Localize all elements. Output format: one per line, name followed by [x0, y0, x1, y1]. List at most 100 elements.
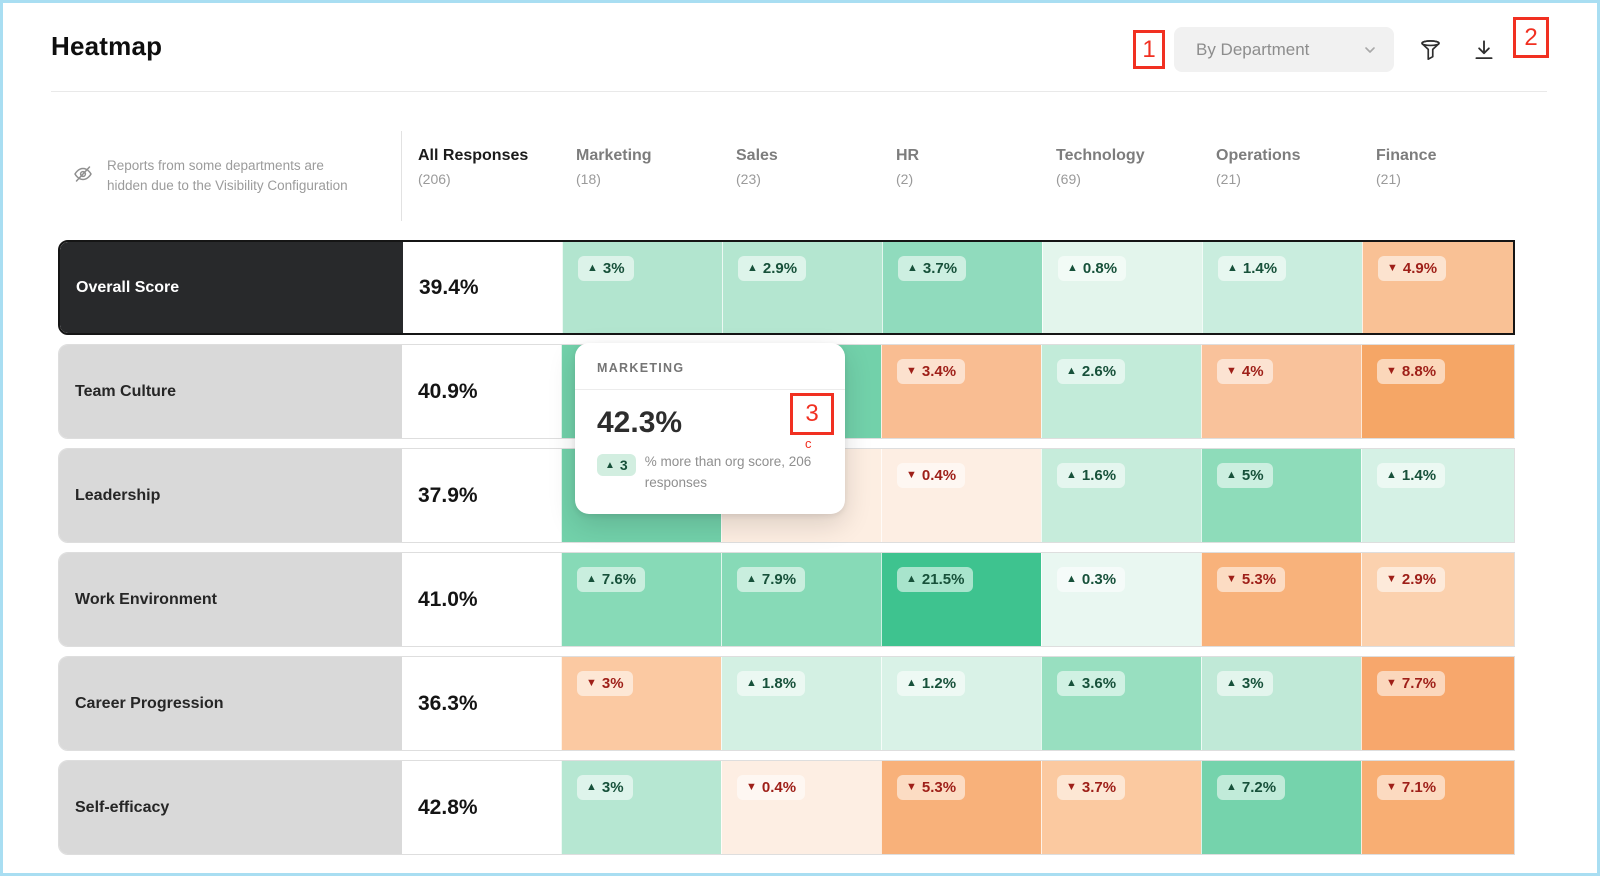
row-label[interactable]: Self-efficacy [59, 761, 402, 854]
heatmap-row-overall-score: Overall Score 39.4% ▲ 3% ▲ 2.9% ▲ 3.7% ▲ 0.8% ▲ 1.4… [58, 240, 1515, 335]
up-arrow-icon: ▲ [907, 262, 918, 274]
up-arrow-icon: ▲ [1066, 469, 1077, 481]
heatmap-cell-hr[interactable]: ▼ 0.4% [881, 449, 1041, 542]
heatmap-cell-technology[interactable]: ▲ 0.8% [1042, 242, 1202, 333]
row-label[interactable]: Overall Score [60, 242, 403, 333]
cell-delta-badge: ▲ 5% [1217, 463, 1273, 488]
up-arrow-icon: ▲ [747, 262, 758, 274]
cell-delta-badge: ▼ 0.4% [897, 463, 966, 488]
cell-delta-badge: ▲ 1.2% [897, 671, 966, 696]
heatmap-row-career-progression: Career Progression 36.3% ▼ 3% ▲ 1.8% ▲ 1.2% ▲ 3.6… [58, 656, 1515, 751]
tooltip-delta-value: 3 [619, 457, 628, 473]
row-label[interactable]: Work Environment [59, 553, 402, 646]
heatmap-cell-sales[interactable]: ▲ 7.9% [721, 553, 881, 646]
cell-delta-badge: ▼ 8.8% [1377, 359, 1446, 384]
eye-off-icon [71, 162, 95, 191]
row-label[interactable]: Leadership [59, 449, 402, 542]
row-label[interactable]: Career Progression [59, 657, 402, 750]
heatmap-cell-finance[interactable]: ▼ 4.9% [1362, 242, 1513, 333]
heatmap-cell-finance[interactable]: ▼ 7.7% [1361, 657, 1514, 750]
heatmap-cell-hr[interactable]: ▲ 21.5% [881, 553, 1041, 646]
down-arrow-icon: ▼ [1386, 573, 1397, 585]
visibility-note: Reports from some departments are hidden… [58, 131, 401, 221]
heatmap-cell-marketing[interactable]: ▼ 3% [561, 657, 721, 750]
cell-delta-value: 3.7% [1081, 779, 1117, 796]
up-arrow-icon: ▲ [586, 781, 597, 793]
heatmap-cell-technology[interactable]: ▲ 3.6% [1041, 657, 1201, 750]
column-label: Technology [1056, 147, 1145, 164]
heatmap-cell-technology[interactable]: ▲ 1.6% [1041, 449, 1201, 542]
down-arrow-icon: ▼ [906, 365, 917, 377]
heatmap-cell-marketing[interactable]: ▲ 3% [561, 761, 721, 854]
cell-delta-badge: ▲ 2.6% [1057, 359, 1126, 384]
heatmap-row-work-environment: Work Environment 41.0% ▲ 7.6% ▲ 7.9% ▲ 21.5% ▲ 0.… [58, 552, 1515, 647]
heatmap-cell-sales[interactable]: ▲ 1.8% [721, 657, 881, 750]
heatmap-cell-operations[interactable]: ▼ 5.3% [1201, 553, 1361, 646]
row-score-all-responses: 42.8% [402, 761, 561, 854]
row-score-all-responses: 41.0% [402, 553, 561, 646]
cell-delta-value: 2.9% [762, 260, 798, 277]
download-icon [1471, 37, 1497, 63]
header-divider [51, 91, 1547, 92]
heatmap-row-self-efficacy: Self-efficacy 42.8% ▲ 3% ▼ 0.4% ▼ 5.3% ▼ 3.7% ▲ 7.2… [58, 760, 1515, 855]
cell-delta-value: 3.7% [922, 260, 958, 277]
down-arrow-icon: ▼ [1386, 677, 1397, 689]
heatmap-cell-hr[interactable]: ▼ 3.4% [881, 345, 1041, 438]
column-response-count: (23) [736, 171, 761, 187]
up-arrow-icon: ▲ [746, 573, 757, 585]
up-arrow-icon: ▲ [1226, 781, 1237, 793]
up-arrow-icon: ▲ [1227, 262, 1238, 274]
heatmap-cell-finance[interactable]: ▼ 8.8% [1361, 345, 1514, 438]
tooltip-description: % more than org score, 206 responses [644, 454, 812, 490]
heatmap-cell-hr[interactable]: ▼ 5.3% [881, 761, 1041, 854]
heatmap-cell-operations[interactable]: ▲ 1.4% [1202, 242, 1362, 333]
column-response-count: (21) [1376, 171, 1401, 187]
cell-delta-value: 7.9% [761, 571, 797, 588]
column-label: All Responses [418, 147, 529, 164]
cell-delta-badge: ▼ 3.7% [1057, 775, 1126, 800]
column-response-count: (69) [1056, 171, 1081, 187]
heatmap-cell-sales[interactable]: ▲ 2.9% [722, 242, 882, 333]
heatmap-cell-hr[interactable]: ▲ 1.2% [881, 657, 1041, 750]
heatmap-cell-finance[interactable]: ▼ 2.9% [1361, 553, 1514, 646]
column-response-count: (2) [896, 171, 914, 187]
down-arrow-icon: ▼ [1066, 781, 1077, 793]
heatmap-cell-operations[interactable]: ▲ 3% [1201, 657, 1361, 750]
cell-delta-value: 3% [601, 675, 624, 692]
heatmap-cell-operations[interactable]: ▲ 7.2% [1201, 761, 1361, 854]
column-header-hr: HR (2) [880, 131, 1040, 221]
heatmap-cell-finance[interactable]: ▼ 7.1% [1361, 761, 1514, 854]
cell-delta-badge: ▲ 7.9% [737, 567, 806, 592]
up-arrow-icon: ▲ [1067, 262, 1078, 274]
filter-button[interactable] [1415, 35, 1445, 65]
column-header-technology: Technology (69) [1040, 131, 1200, 221]
cell-delta-badge: ▲ 1.6% [1057, 463, 1126, 488]
heatmap-cell-hr[interactable]: ▲ 3.7% [882, 242, 1042, 333]
heatmap-cell-operations[interactable]: ▲ 5% [1201, 449, 1361, 542]
cell-delta-value: 4% [1241, 363, 1264, 380]
heatmap-cell-operations[interactable]: ▼ 4% [1201, 345, 1361, 438]
heatmap-cell-technology[interactable]: ▼ 3.7% [1041, 761, 1201, 854]
heatmap-rows: Overall Score 39.4% ▲ 3% ▲ 2.9% ▲ 3.7% ▲ 0.8% ▲ 1.4… [58, 240, 1515, 864]
cell-delta-badge: ▲ 0.3% [1057, 567, 1126, 592]
up-arrow-icon: ▲ [1066, 677, 1077, 689]
down-arrow-icon: ▼ [746, 781, 757, 793]
heatmap-cell-marketing[interactable]: ▲ 7.6% [561, 553, 721, 646]
heatmap-cell-finance[interactable]: ▲ 1.4% [1361, 449, 1514, 542]
cell-delta-value: 1.8% [761, 675, 797, 692]
cell-delta-badge: ▼ 0.4% [737, 775, 806, 800]
group-by-dropdown[interactable]: By Department [1174, 27, 1394, 72]
cell-delta-value: 4.9% [1402, 260, 1438, 277]
download-button[interactable] [1469, 35, 1499, 65]
heatmap-cell-sales[interactable]: ▼ 0.4% [721, 761, 881, 854]
column-header-marketing: Marketing (18) [560, 131, 720, 221]
heatmap-cell-marketing[interactable]: ▲ 3% [562, 242, 722, 333]
up-arrow-icon: ▲ [906, 573, 917, 585]
cell-delta-badge: ▲ 3.7% [898, 256, 967, 281]
heatmap-cell-technology[interactable]: ▲ 2.6% [1041, 345, 1201, 438]
column-header-sales: Sales (23) [720, 131, 880, 221]
row-label[interactable]: Team Culture [59, 345, 402, 438]
heatmap-cell-technology[interactable]: ▲ 0.3% [1041, 553, 1201, 646]
cell-delta-value: 1.6% [1081, 467, 1117, 484]
tooltip-score: 42.3% [597, 406, 683, 439]
